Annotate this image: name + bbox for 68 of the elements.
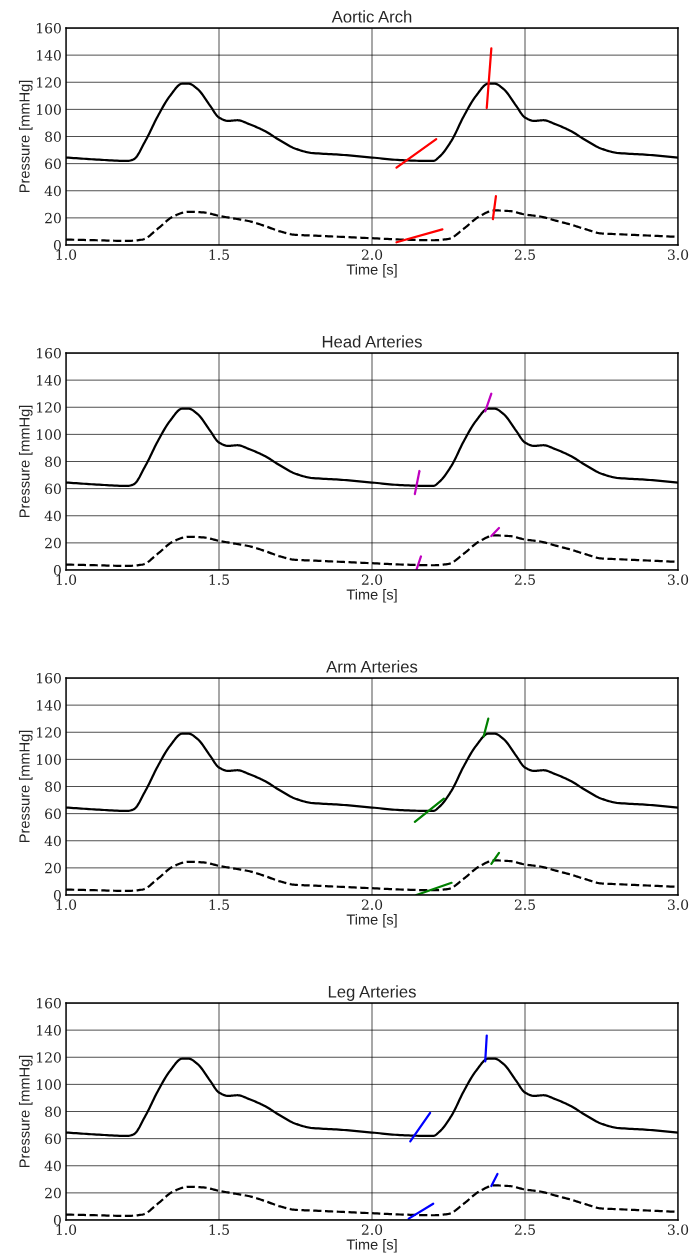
y-tick-label: 40 [44,510,61,522]
x-tick-label: 3.0 [668,249,689,260]
chart-title: Head Arteries [322,335,422,348]
y-tick-label: 120 [37,402,61,413]
y-tick-label: 140 [37,700,61,711]
y-tick-label: 80 [45,781,61,792]
y-tick-label: 160 [37,347,61,359]
x-tick-label: 3.0 [668,1224,689,1235]
y-tick-label: 40 [44,185,61,197]
x-axis-title: Time [s] [346,264,397,278]
y-tick-label: 80 [45,456,61,467]
x-tick-label: 1.5 [209,1224,229,1235]
x-tick-label: 2.0 [361,249,383,260]
y-tick-label: 20 [45,537,61,549]
y-tick-label: 100 [37,754,61,765]
x-tick-label: 2.5 [514,574,535,585]
x-axis-title: Time [s] [346,589,397,603]
chart-title: Leg Arteries [328,985,416,1001]
y-tick-label: 140 [37,1025,61,1036]
y-tick-label: 80 [45,131,61,142]
x-axis-title: Time [s] [346,1239,397,1253]
y-tick-label: 40 [44,1160,61,1172]
x-tick-label: 1.5 [209,899,229,910]
y-tick-label: 20 [45,212,61,224]
y-axis-title: Pressure [mmHg] [18,730,33,843]
y-tick-label: 20 [45,1187,61,1199]
y-tick-label: 160 [37,22,61,34]
y-tick-label: 100 [37,429,61,440]
x-axis-title: Time [s] [346,914,397,928]
chart-title: Arm Arteries [326,660,418,673]
x-tick-label: 3.0 [668,899,689,910]
y-axis-title: Pressure [mmHg] [18,80,33,193]
x-tick-label: 2.0 [361,574,383,585]
y-tick-label: 140 [37,50,61,61]
x-tick-label: 2.5 [514,249,535,260]
y-tick-label: 80 [45,1106,61,1117]
y-tick-label: 160 [37,672,61,684]
x-tick-label: 1.0 [56,899,77,910]
y-tick-label: 0 [53,889,61,901]
y-axis-title: Pressure [mmHg] [18,405,33,518]
x-tick-label: 1.0 [56,1224,77,1235]
y-tick-label: 120 [37,1052,61,1063]
y-tick-label: 0 [53,564,61,576]
y-tick-label: 160 [37,997,61,1009]
y-tick-label: 60 [45,158,61,170]
y-tick-label: 120 [37,77,61,88]
y-tick-label: 100 [37,104,61,115]
y-tick-label: 60 [45,1133,61,1145]
x-tick-label: 3.0 [668,574,689,585]
y-axis-title: Pressure [mmHg] [18,1055,33,1168]
y-tick-label: 40 [44,835,61,847]
x-tick-label: 1.5 [209,574,229,585]
x-tick-label: 2.0 [361,899,383,910]
y-tick-label: 140 [37,375,61,386]
y-tick-label: 100 [37,1079,61,1090]
x-tick-label: 2.5 [514,1224,535,1235]
y-tick-label: 120 [37,727,61,738]
y-tick-label: 20 [45,862,61,874]
y-tick-label: 0 [53,239,61,251]
y-tick-label: 60 [45,483,61,495]
y-tick-label: 60 [45,808,61,820]
x-tick-label: 1.5 [209,249,229,260]
y-tick-label: 0 [53,1214,61,1226]
x-tick-label: 2.5 [514,899,535,910]
x-tick-label: 2.0 [361,1224,383,1235]
chart-title: Aortic Arch [331,10,412,23]
x-tick-label: 1.0 [56,574,77,585]
x-tick-label: 1.0 [56,249,77,260]
